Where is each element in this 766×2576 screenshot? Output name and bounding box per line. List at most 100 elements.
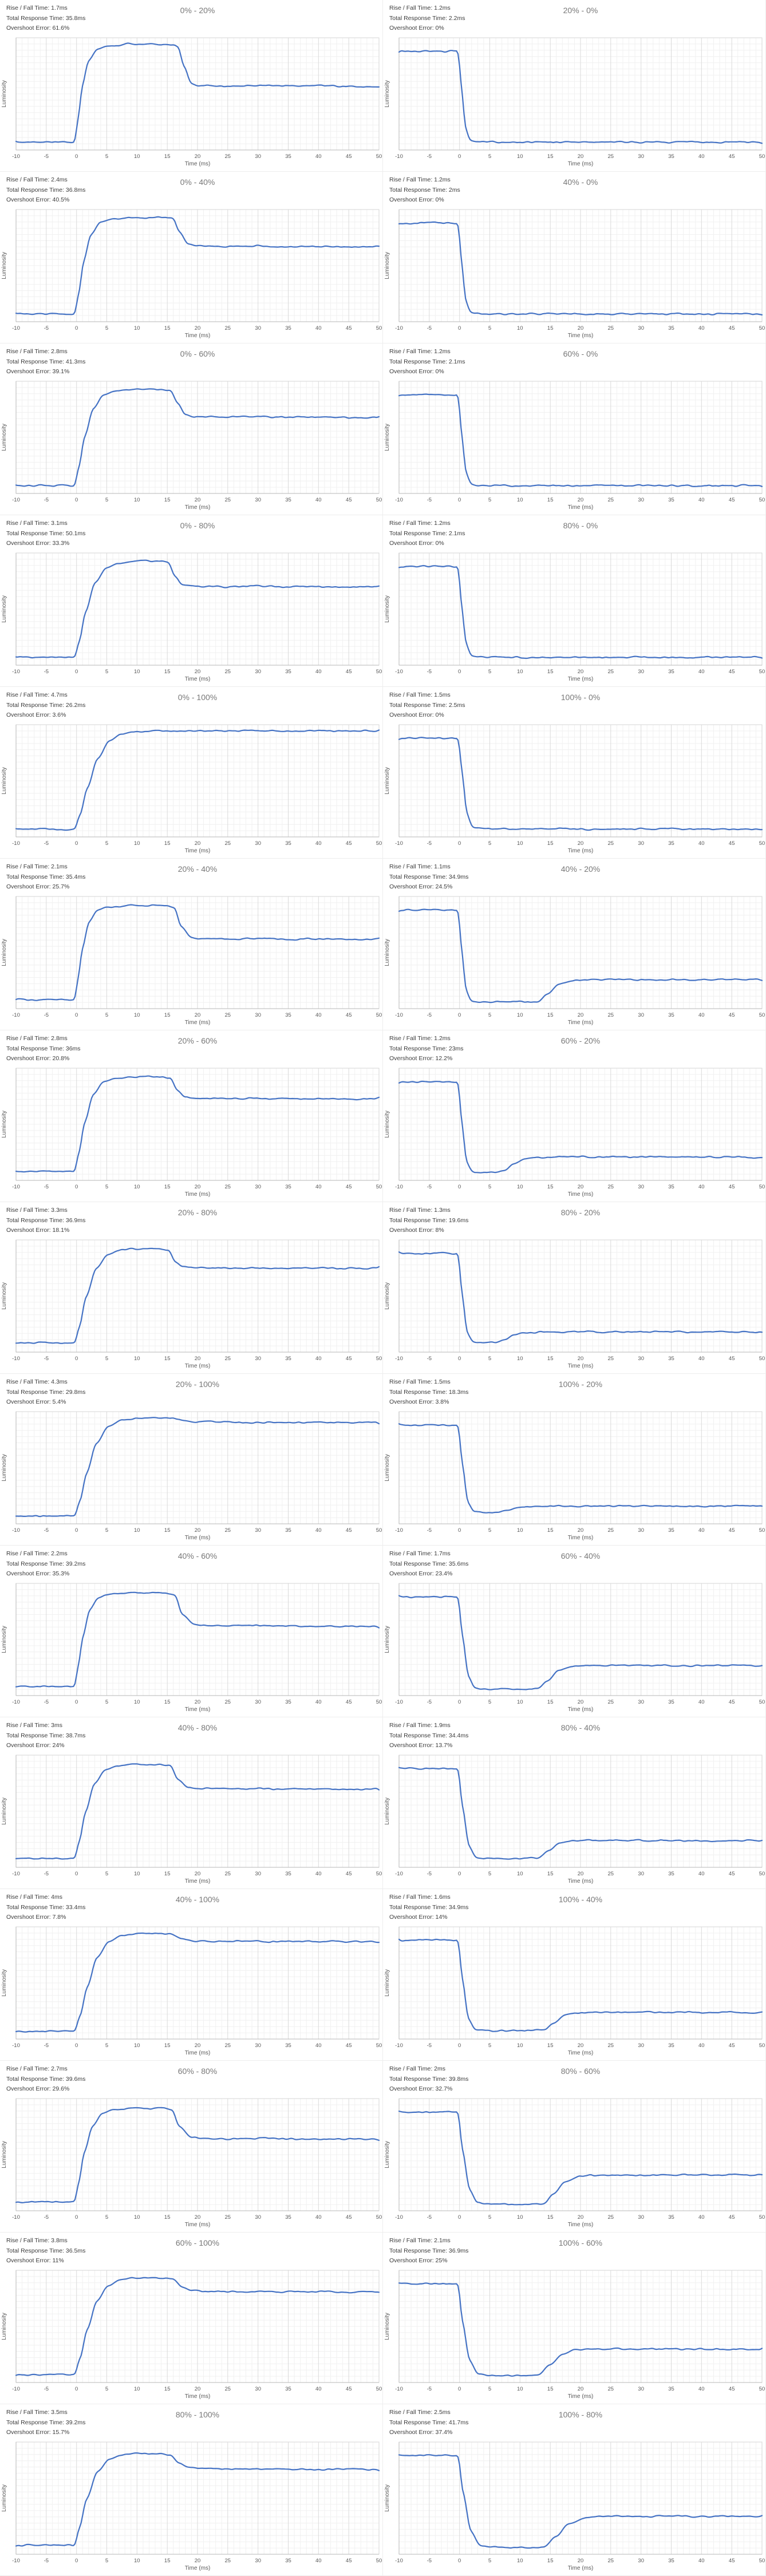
x-tick-label: 20: [195, 669, 201, 675]
x-tick-label: 0: [75, 840, 78, 847]
x-tick-label: 30: [255, 325, 261, 331]
x-tick-label: 5: [488, 1012, 491, 1018]
x-tick-label: 0: [75, 1356, 78, 1362]
x-tick-label: 0: [458, 1012, 461, 1018]
stat-total-response-time: Total Response Time: 36ms: [6, 1045, 81, 1052]
luminosity-line: [15, 1247, 380, 1344]
x-tick-label: 45: [729, 1527, 735, 1534]
x-tick-label: 45: [346, 840, 352, 847]
x-axis-ticks: -10 -5 0 5 10 15 20 25 30 35 40 45 50: [395, 153, 765, 160]
stat-rise-fall-time: Rise / Fall Time: 1.7ms: [389, 1550, 451, 1557]
stat-total-response-time: Total Response Time: 38.7ms: [6, 1732, 86, 1739]
gridlines: [15, 1412, 380, 1524]
x-tick-label: -10: [12, 1527, 20, 1534]
chart-stats: Rise / Fall Time: 3ms Total Response Tim…: [6, 1721, 85, 1751]
transition-chart-cell: -10 -5 0 5 10 15 20 25 30 35 40 45 50 Time (ms) Lumino…: [383, 172, 766, 343]
y-axis-title: Luminosity: [384, 939, 390, 966]
y-axis-title: Luminosity: [1, 1111, 7, 1138]
stat-rise-fall-time: Rise / Fall Time: 2.8ms: [6, 1035, 68, 1042]
x-tick-label: 35: [668, 2042, 674, 2049]
x-tick-label: 40: [315, 1871, 322, 1877]
chart-stats: Rise / Fall Time: 2.1ms Total Response T…: [389, 2236, 468, 2266]
x-tick-label: 15: [164, 2558, 171, 2564]
chart-stats: Rise / Fall Time: 1.2ms Total Response T…: [389, 1034, 464, 1064]
luminosity-line: [398, 908, 763, 1003]
luminosity-line: [15, 904, 380, 1001]
x-tick-label: 45: [729, 669, 735, 675]
y-axis-title: Luminosity: [1, 1969, 7, 1997]
stat-rise-fall-time: Rise / Fall Time: 2.5ms: [389, 2409, 451, 2416]
x-tick-label: 35: [285, 2042, 291, 2049]
x-tick-label: 35: [668, 840, 674, 847]
x-tick-label: 20: [578, 2558, 584, 2564]
x-tick-label: 40: [315, 325, 322, 331]
x-tick-label: 40: [698, 153, 705, 160]
x-tick-label: 5: [105, 2386, 108, 2392]
x-tick-label: 25: [608, 1184, 614, 1190]
x-tick-label: -10: [395, 1012, 403, 1018]
x-tick-label: 35: [285, 1184, 291, 1190]
x-tick-label: 20: [195, 1871, 201, 1877]
x-tick-label: 25: [608, 153, 614, 160]
x-tick-label: 25: [225, 2042, 231, 2049]
x-axis-title: Time (ms): [185, 504, 211, 511]
x-tick-label: 0: [458, 840, 461, 847]
stat-total-response-time: Total Response Time: 26.2ms: [6, 701, 86, 709]
luminosity-line: [398, 221, 763, 316]
x-axis-ticks: -10 -5 0 5 10 15 20 25 30 35 40 45 50: [395, 2214, 765, 2221]
x-tick-label: 20: [195, 1699, 201, 1705]
x-tick-label: 45: [729, 2558, 735, 2564]
x-tick-label: 45: [729, 153, 735, 160]
y-axis-title: Luminosity: [384, 1282, 390, 1310]
x-tick-label: 50: [376, 1527, 382, 1534]
gridlines: [398, 2442, 763, 2554]
stat-overshoot-error: Overshoot Error: 24%: [6, 1742, 65, 1749]
x-axis-title: Time (ms): [185, 2222, 211, 2228]
x-tick-label: 0: [75, 1012, 78, 1018]
x-axis-title: Time (ms): [185, 848, 211, 854]
x-tick-label: 5: [105, 1871, 108, 1877]
chart-title: 80% - 100%: [175, 2410, 220, 2419]
chart-stats: Rise / Fall Time: 1.9ms Total Response T…: [389, 1721, 468, 1751]
stat-total-response-time: Total Response Time: 23ms: [389, 1045, 464, 1052]
x-tick-label: 0: [75, 2558, 78, 2564]
chart-title: 20% - 40%: [177, 864, 218, 874]
x-tick-label: 0: [458, 2386, 461, 2392]
x-tick-label: 10: [134, 2558, 140, 2564]
x-tick-label: 10: [517, 1012, 523, 1018]
x-tick-label: 35: [285, 2386, 291, 2392]
x-tick-label: 50: [376, 2042, 382, 2049]
gridlines: [398, 1412, 763, 1524]
x-tick-label: 30: [638, 1527, 644, 1534]
x-tick-label: -10: [395, 2558, 403, 2564]
x-tick-label: 15: [164, 1184, 171, 1190]
x-tick-label: 50: [759, 1527, 765, 1534]
x-tick-label: 10: [517, 1356, 523, 1362]
x-tick-label: 40: [698, 1699, 705, 1705]
x-tick-label: 10: [517, 840, 523, 847]
x-axis-title: Time (ms): [568, 333, 594, 339]
x-axis-title: Time (ms): [568, 1535, 594, 1541]
x-tick-label: 5: [488, 325, 491, 331]
chart-stats: Rise / Fall Time: 1.2ms Total Response T…: [389, 519, 465, 549]
stat-overshoot-error: Overshoot Error: 24.5%: [389, 883, 453, 890]
x-tick-label: 50: [376, 1012, 382, 1018]
x-tick-label: 50: [376, 669, 382, 675]
stat-overshoot-error: Overshoot Error: 15.7%: [6, 2429, 70, 2436]
x-tick-label: 25: [608, 1699, 614, 1705]
chart-canvas: -10 -5 0 5 10 15 20 25 30 35 40 45 50 Time (ms) Lumino…: [384, 381, 765, 511]
chart-stats: Rise / Fall Time: 4.3ms Total Response T…: [6, 1377, 85, 1408]
x-tick-label: 10: [134, 1012, 140, 1018]
x-tick-label: 5: [488, 1699, 491, 1705]
gridlines: [15, 553, 380, 665]
chart-title: 80% - 0%: [563, 521, 598, 530]
luminosity-line: [15, 42, 380, 144]
chart-canvas: -10 -5 0 5 10 15 20 25 30 35 40 45 50 Time (ms) Lumino…: [1, 724, 382, 854]
x-axis-ticks: -10 -5 0 5 10 15 20 25 30 35 40 45 50: [12, 2214, 382, 2221]
x-tick-label: 20: [195, 153, 201, 160]
stat-rise-fall-time: Rise / Fall Time: 1.2ms: [389, 176, 451, 183]
x-tick-label: 10: [134, 669, 140, 675]
chart-stats: Rise / Fall Time: 1.3ms Total Response T…: [389, 1206, 468, 1236]
transition-chart-cell: -10 -5 0 5 10 15 20 25 30 35 40 45 50 Time (ms) Lumino…: [383, 2404, 766, 2576]
transition-chart-cell: -10 -5 0 5 10 15 20 25 30 35 40 45 50 Time (ms) Lumino…: [0, 1030, 383, 1202]
